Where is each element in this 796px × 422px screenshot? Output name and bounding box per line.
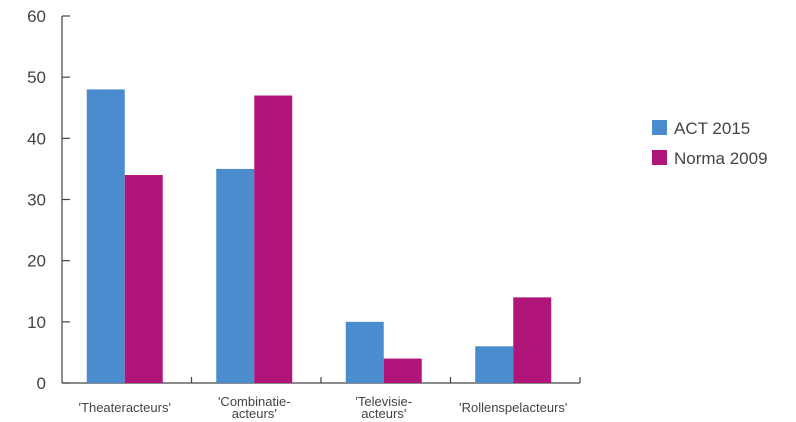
y-tick-label: 40 <box>27 129 46 148</box>
legend-label: Norma 2009 <box>674 149 768 168</box>
x-category-label: 'Combinatie- <box>218 394 291 409</box>
x-category-label: acteurs' <box>361 406 406 421</box>
bar-act-2015 <box>475 346 514 383</box>
bars <box>86 89 552 384</box>
bar-act-2015 <box>86 89 125 384</box>
bar-norma-2009 <box>124 175 163 383</box>
y-tick-label: 0 <box>37 374 46 393</box>
y-tick-label: 20 <box>27 252 46 271</box>
legend-swatch <box>652 120 667 135</box>
bar-norma-2009 <box>383 358 422 383</box>
y-tick-label: 30 <box>27 191 46 210</box>
x-category-label: acteurs' <box>232 406 277 421</box>
x-category-label: 'Rollenspelacteurs' <box>459 400 567 415</box>
x-axis: 'Theateracteurs' 'Combinatie-acteurs''Tel… <box>62 377 581 421</box>
legend: ACT 2015 Norma 2009 <box>652 119 768 168</box>
y-tick-label: 10 <box>27 313 46 332</box>
bar-norma-2009 <box>513 297 552 383</box>
legend-swatch <box>652 150 667 165</box>
bar-act-2015 <box>345 321 384 383</box>
bar-norma-2009 <box>254 95 293 384</box>
y-tick-label: 60 <box>27 7 46 26</box>
x-category-label: 'Televisie- <box>355 394 412 409</box>
x-category-label: 'Theateracteurs' <box>79 400 171 415</box>
legend-label: ACT 2015 <box>674 119 750 138</box>
y-axis: 0 10 20 30 40 50 60 <box>27 7 70 393</box>
bar-act-2015 <box>216 168 255 383</box>
y-tick-label: 50 <box>27 68 46 87</box>
